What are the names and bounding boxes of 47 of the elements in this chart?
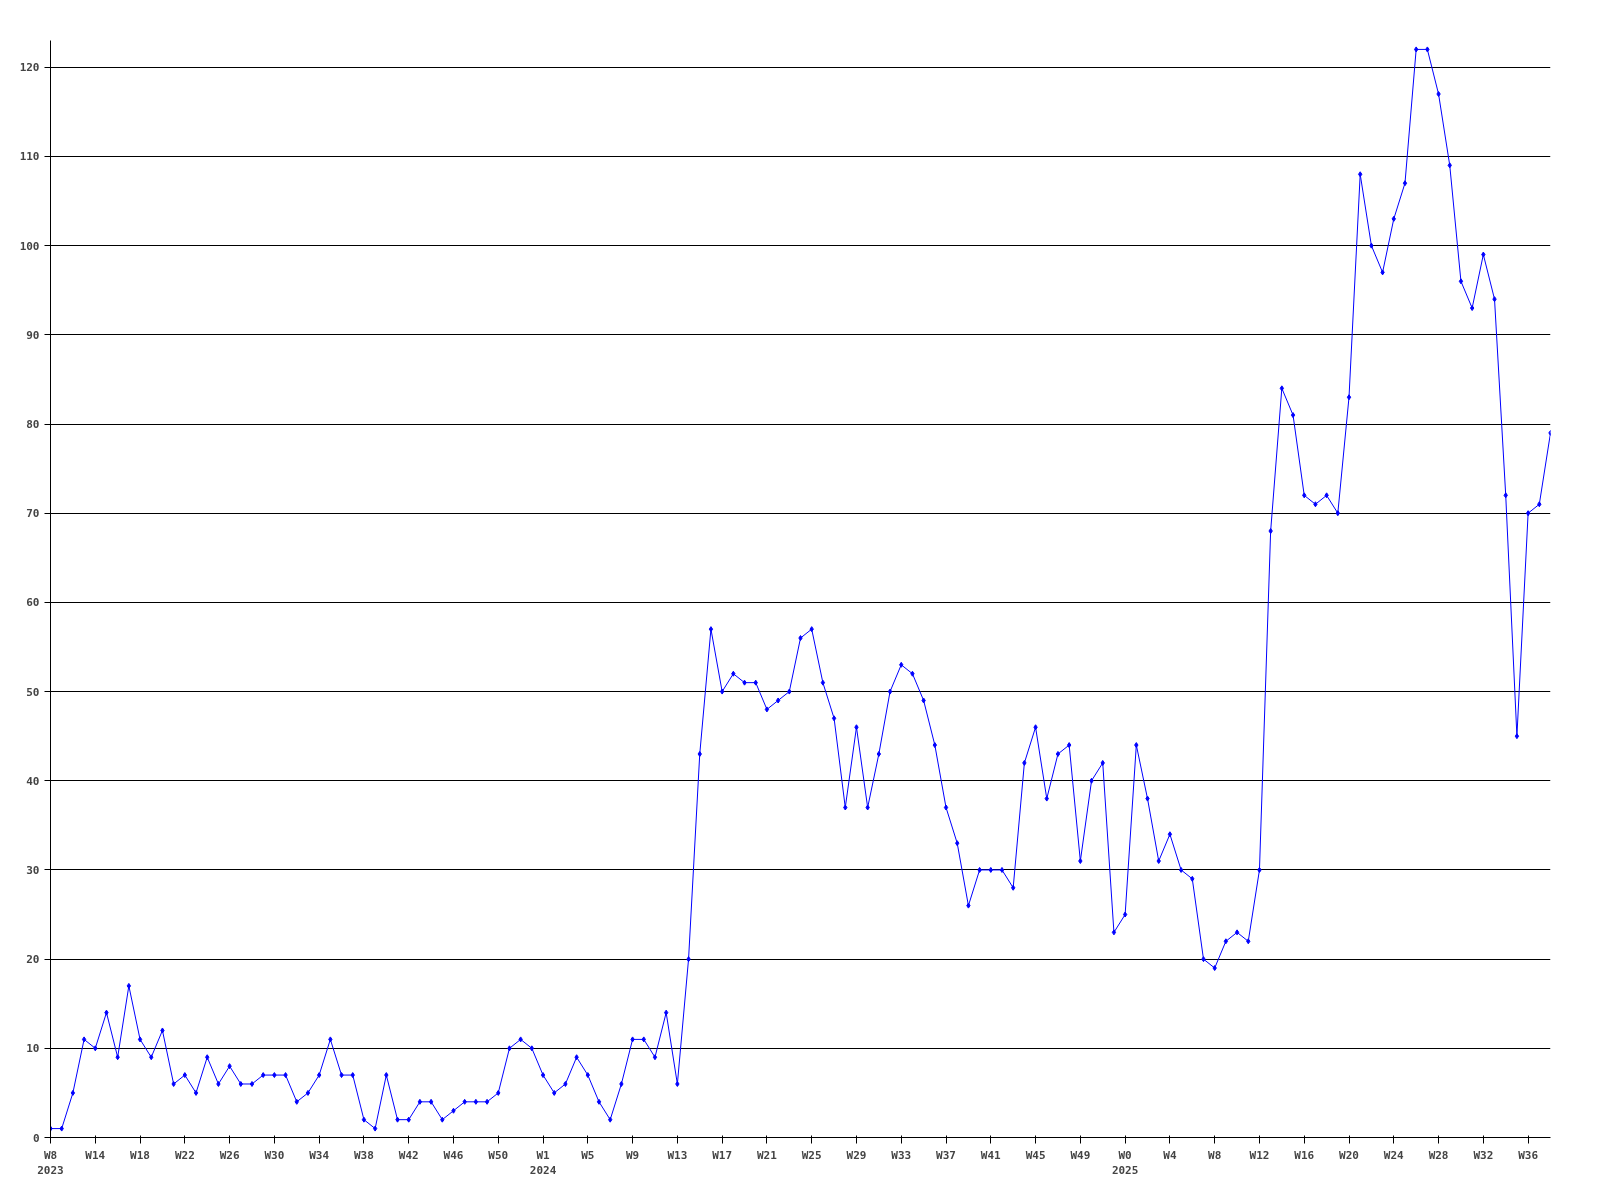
y-tick-label: 40 (26, 774, 40, 788)
x-tick-label: W25 (801, 1148, 822, 1162)
x-tick-label: W26 (219, 1148, 240, 1162)
y-tick-label: 70 (26, 507, 40, 521)
y-tick-label: 100 (19, 239, 40, 253)
x-tick-label: W45 (1025, 1148, 1046, 1162)
y-tick-label: 80 (26, 418, 40, 431)
x-tick-label: W9 (625, 1148, 640, 1162)
x-tick-label: W14 (85, 1148, 106, 1162)
x-tick-label: W50 (488, 1148, 509, 1162)
x-tick-label: W29 (846, 1148, 867, 1162)
x-tick-label: W42 (398, 1148, 419, 1162)
x-tick-label: W4 (1163, 1148, 1177, 1162)
x-tick-label: W24 (1383, 1148, 1405, 1162)
x-tick-label: W46 (443, 1148, 464, 1162)
y-tick-label: 110 (19, 150, 40, 164)
x-tick-label: W21 (756, 1148, 778, 1162)
x-tick-label: W13 (667, 1148, 688, 1162)
y-tick-label: 0 (32, 1131, 40, 1145)
x-tick-label: W38 (354, 1148, 374, 1162)
x-tick-label: W49 (1070, 1148, 1091, 1162)
x-tick-label: W16 (1294, 1148, 1315, 1162)
x-tick-label: W28 (1428, 1148, 1449, 1162)
x-tick-label: W5 (581, 1148, 595, 1162)
y-tick-label: 10 (26, 1042, 40, 1056)
x-tick-label: W34 (309, 1148, 330, 1162)
x-tick-label: W1 2024 (529, 1148, 557, 1178)
x-tick-label: W8 (1208, 1148, 1222, 1162)
x-tick-label: W12 (1249, 1148, 1270, 1162)
x-tick-label: W30 (264, 1148, 285, 1162)
y-tick-label: 50 (26, 685, 40, 699)
y-tick-label: 20 (26, 953, 40, 967)
y-tick-label: 90 (26, 328, 40, 342)
x-tick-label: W33 (891, 1148, 912, 1162)
x-tick-label: W8 2023 (37, 1148, 64, 1178)
x-tick-label: W41 (980, 1148, 1002, 1162)
x-tick-label: W17 (712, 1148, 733, 1162)
y-tick-label: 60 (26, 596, 40, 610)
x-tick-label: W0 2025 (1111, 1148, 1139, 1178)
x-tick-label: W37 (936, 1148, 956, 1162)
x-tick-label: W36 (1518, 1148, 1539, 1162)
y-tick-label: 30 (26, 863, 40, 877)
x-tick-label: W32 (1473, 1148, 1494, 1162)
x-tick-label: W20 (1339, 1148, 1359, 1162)
x-tick-label: W22 (174, 1148, 195, 1162)
x-tick-label: W18 (130, 1148, 150, 1162)
y-tick-label: 120 (19, 61, 40, 75)
